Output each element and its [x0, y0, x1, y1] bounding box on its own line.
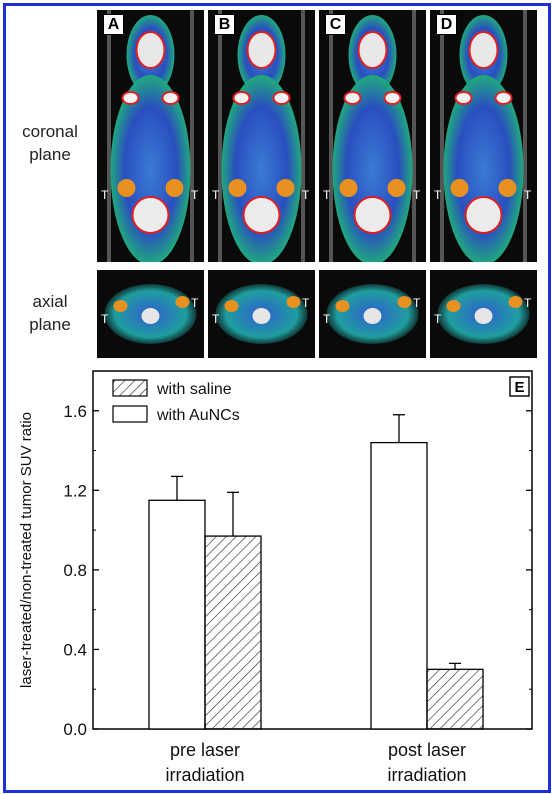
panel-letter-e-box	[509, 376, 530, 397]
panel-letter-e: E	[514, 379, 524, 396]
coronal-panel-b: B T T	[208, 10, 315, 262]
coronal-panel-c: C T T	[319, 10, 426, 262]
legend-swatch	[112, 379, 148, 397]
tumor-label: T	[212, 188, 220, 202]
panel-letter-d: D	[436, 14, 457, 35]
panel-letter-b: B	[214, 14, 235, 35]
y-tick-label: 1.2	[63, 481, 87, 500]
tumor-label: T	[323, 312, 331, 326]
legend-swatch	[112, 405, 148, 423]
bar	[426, 668, 484, 730]
y-tick-label: 1.6	[63, 402, 87, 421]
tumor-label: T	[413, 188, 421, 202]
tumor-label: T	[413, 296, 421, 310]
coronal-panel-a: A T T	[97, 10, 204, 262]
tumor-label: T	[434, 188, 442, 202]
tumor-label: T	[302, 296, 310, 310]
legend-label: with AuNCs	[156, 407, 240, 424]
y-tick-label: 0.8	[63, 561, 87, 580]
panel-letter-c: C	[325, 14, 346, 35]
bar	[370, 441, 428, 730]
x-tick-label: irradiation	[165, 765, 244, 785]
coronal-panel-d: D T T	[430, 10, 537, 262]
tumor-label: T	[434, 312, 442, 326]
tumor-label: T	[524, 188, 532, 202]
plot-area	[92, 370, 533, 730]
tumor-label: T	[191, 188, 199, 202]
axial-plane-label: axial plane	[29, 292, 71, 334]
figure-frame	[3, 3, 551, 793]
coronal-plane-label: coronal plane	[22, 122, 78, 164]
legend-label: with saline	[156, 381, 232, 398]
x-tick-label: pre laser	[170, 740, 240, 760]
y-tick-label: 0.4	[63, 640, 87, 659]
tumor-label: T	[323, 188, 331, 202]
tumor-label: T	[302, 188, 310, 202]
tumor-label: T	[524, 296, 532, 310]
y-tick-label: 0.0	[63, 720, 87, 739]
y-axis-label: laser-treated/non-treated tumor SUV rati…	[18, 412, 35, 688]
tumor-label: T	[191, 296, 199, 310]
x-tick-label: post laser	[388, 740, 466, 760]
bar	[148, 499, 206, 730]
tumor-label: T	[101, 188, 109, 202]
bar	[204, 535, 262, 730]
tumor-label: T	[212, 312, 220, 326]
tumor-label: T	[101, 312, 109, 326]
panel-letter-a: A	[103, 14, 124, 35]
x-tick-label: irradiation	[387, 765, 466, 785]
